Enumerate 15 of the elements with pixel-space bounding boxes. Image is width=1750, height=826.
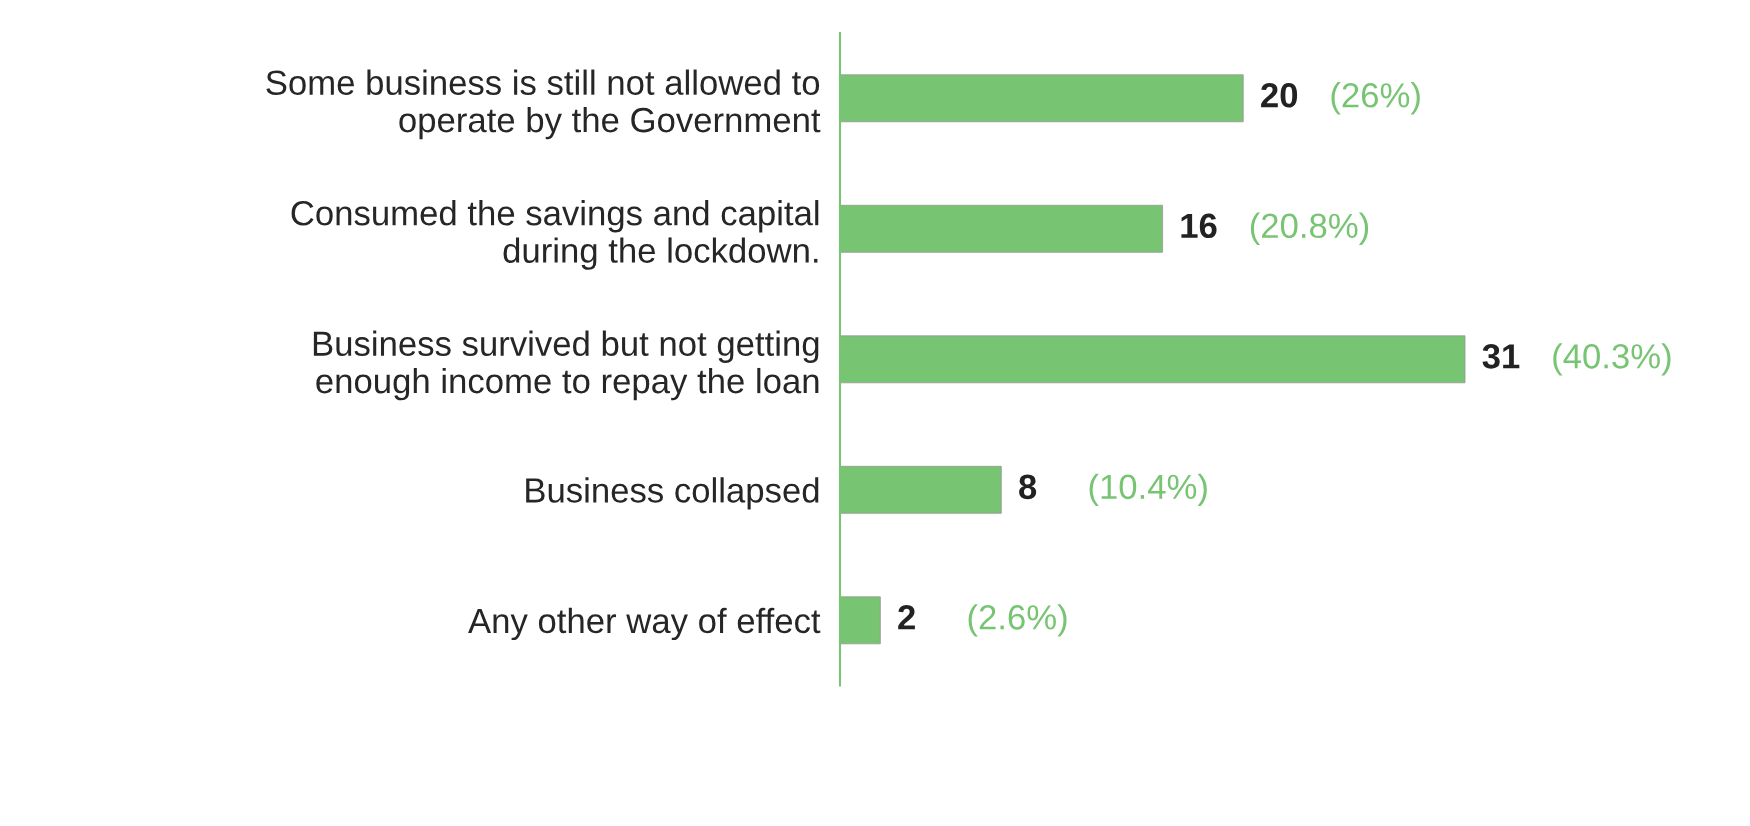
- annotation: (20.8%): [1250, 212, 1369, 245]
- y-tick-label: Any other way of effect: [468, 607, 821, 641]
- annotation: (40.3%): [1553, 343, 1671, 376]
- data-label: 20: [1261, 83, 1298, 108]
- data-label: 8: [1019, 474, 1037, 500]
- data-label: 16: [1181, 213, 1217, 239]
- annotation: (2.6%): [968, 604, 1067, 637]
- annotation: (26%): [1331, 82, 1420, 115]
- y-tick-label: Some business is still not allowed to operate by the Government: [266, 69, 821, 140]
- y-tick-label: Business collapsed: [526, 477, 819, 510]
- data-label: 31: [1482, 344, 1520, 369]
- annotation: (10.4%): [1089, 473, 1207, 506]
- y-tick-label: Business survived but not getting enough income to repay the loan: [313, 330, 819, 401]
- data-label: 2: [898, 605, 915, 630]
- y-tick-label: Consumed the savings and capital during the lockdown.: [291, 200, 819, 270]
